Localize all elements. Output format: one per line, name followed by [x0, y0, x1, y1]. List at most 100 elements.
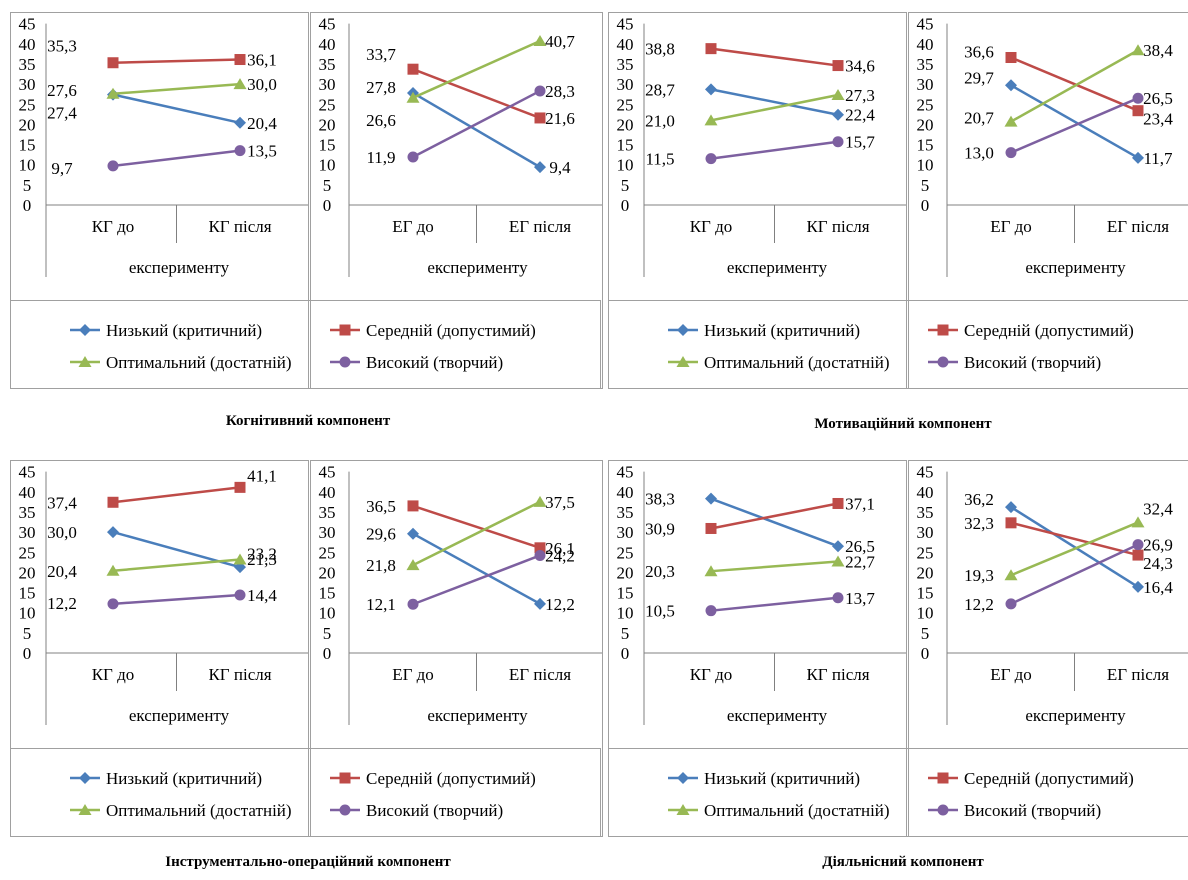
series-line	[710, 88, 839, 116]
y-tick-label: 0	[323, 196, 332, 215]
y-tick-label: 15	[319, 136, 336, 155]
data-point	[533, 495, 547, 507]
y-tick-label: 5	[921, 176, 930, 195]
legend-swatch-marker	[79, 324, 91, 336]
y-tick-label: 15	[19, 584, 36, 603]
category-label: КГ після	[806, 217, 869, 236]
y-tick-label: 10	[19, 156, 36, 175]
legend-frame	[10, 300, 601, 389]
data-label: 26,5	[845, 537, 875, 556]
data-label: 13,7	[845, 589, 875, 608]
series-line	[710, 47, 839, 67]
y-tick-label: 45	[19, 463, 36, 482]
series-line	[710, 140, 839, 160]
data-point	[1005, 598, 1017, 610]
data-label: 35,3	[47, 37, 77, 56]
y-tick-label: 15	[617, 136, 634, 155]
y-tick-label: 10	[917, 604, 934, 623]
data-label: 36,6	[964, 43, 994, 62]
legend: Низький (критичний) Середній (допустимий)…	[10, 300, 601, 389]
category-label: ЕГ після	[509, 217, 571, 236]
series-line	[412, 39, 541, 99]
legend-entry: Низький (критичний)	[704, 769, 860, 788]
data-label: 34,6	[845, 57, 875, 76]
legend-swatch-marker	[339, 804, 351, 816]
legend-entry: Оптимальний (достатній)	[106, 353, 292, 372]
y-tick-label: 45	[19, 15, 36, 34]
data-point	[1004, 115, 1018, 127]
data-label: 27,8	[366, 78, 396, 97]
legend-entry: Середній (допустимий)	[366, 769, 536, 788]
legend-entry: Низький (критичний)	[106, 321, 262, 340]
y-tick-label: 0	[921, 196, 930, 215]
legend-swatch-marker	[78, 356, 92, 367]
y-tick-label: 30	[19, 75, 36, 94]
y-tick-label: 20	[917, 115, 934, 134]
series-line	[412, 68, 541, 120]
series-line	[710, 497, 839, 548]
data-label: 14,4	[247, 586, 277, 605]
y-tick-label: 20	[319, 115, 336, 134]
legend-entry: Середній (допустимий)	[366, 321, 536, 340]
data-label: 27,3	[845, 86, 875, 105]
y-tick-label: 35	[617, 503, 634, 522]
data-label: 11,5	[645, 150, 674, 169]
category-label: КГ до	[690, 217, 733, 236]
data-label: 19,3	[964, 566, 994, 585]
data-point	[1132, 549, 1144, 561]
legend-frame	[608, 300, 1188, 389]
y-tick-label: 5	[23, 176, 32, 195]
y-tick-label: 25	[19, 95, 36, 114]
legend: Низький (критичний) Середній (допустимий)…	[608, 300, 1188, 389]
y-tick-label: 10	[19, 604, 36, 623]
legend-frame	[10, 748, 601, 837]
component-title: Діяльнісний компонент	[822, 854, 984, 870]
data-label: 9,4	[549, 158, 571, 177]
y-tick-label: 40	[19, 483, 36, 502]
data-label: 37,1	[845, 494, 875, 513]
y-tick-label: 40	[319, 35, 336, 54]
data-point	[831, 88, 845, 100]
y-tick-label: 30	[617, 523, 634, 542]
data-point	[106, 564, 120, 576]
component-title: Мотиваційний компонент	[814, 416, 992, 432]
legend-entry: Високий (творчий)	[964, 801, 1101, 820]
y-tick-label: 10	[319, 156, 336, 175]
y-tick-label: 10	[319, 604, 336, 623]
data-label: 12,2	[545, 595, 575, 614]
data-point	[1004, 569, 1018, 581]
data-label: 33,7	[366, 45, 396, 64]
y-tick-label: 35	[617, 55, 634, 74]
data-point	[1132, 151, 1144, 164]
data-label: 26,1	[545, 539, 575, 558]
legend-swatch-marker	[79, 772, 91, 784]
data-label: 20,4	[247, 114, 277, 133]
y-tick-label: 20	[19, 115, 36, 134]
legend-entry: Середній (допустимий)	[964, 769, 1134, 788]
y-tick-label: 40	[319, 483, 336, 502]
data-label: 27,4	[47, 104, 77, 123]
series-line	[1010, 97, 1139, 154]
y-tick-label: 25	[319, 95, 336, 114]
legend-swatch-marker	[78, 804, 92, 815]
y-tick-label: 45	[617, 463, 634, 482]
data-label: 22,4	[845, 106, 875, 125]
category-label: ЕГ після	[1107, 217, 1169, 236]
data-point	[534, 597, 546, 610]
series-line	[1010, 543, 1139, 605]
data-point	[704, 565, 718, 577]
y-tick-label: 0	[23, 644, 32, 663]
series-line	[1010, 49, 1139, 123]
data-point	[534, 549, 546, 561]
data-label: 21,8	[366, 556, 396, 575]
data-point	[832, 497, 844, 509]
data-label: 36,1	[247, 51, 277, 70]
group-label: експерименту	[427, 258, 528, 277]
data-label: 21,3	[247, 550, 277, 569]
y-tick-label: 10	[617, 604, 634, 623]
legend-swatch-marker	[339, 356, 351, 368]
category-label: КГ до	[690, 665, 733, 684]
